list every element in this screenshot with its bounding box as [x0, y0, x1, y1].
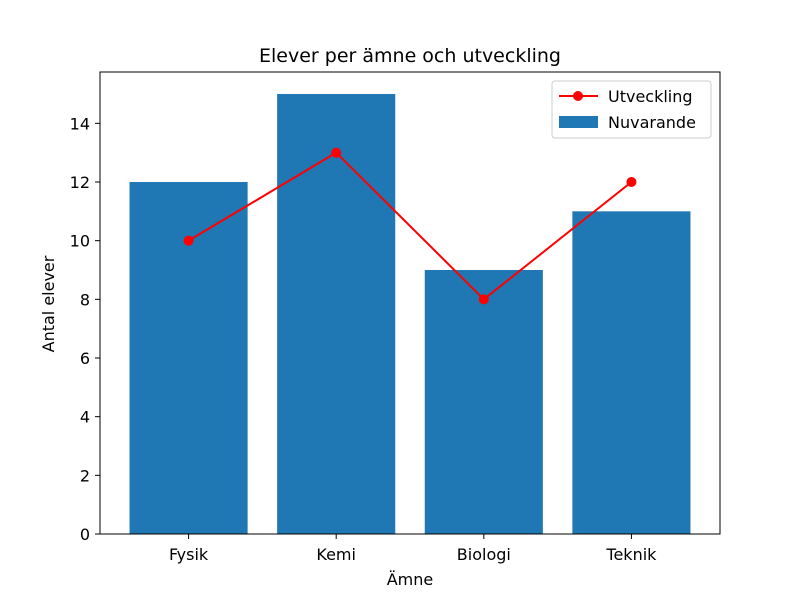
x-tick-label-biologi: Biologi: [457, 545, 511, 564]
legend-bar-label: Nuvarande: [608, 113, 696, 132]
legend-line-marker: [573, 91, 583, 101]
y-tick-label: 2: [80, 466, 90, 485]
y-tick-label: 10: [70, 232, 90, 251]
x-tick-label-fysik: Fysik: [169, 545, 209, 564]
bar-biologi: [424, 270, 543, 534]
y-tick-label: 14: [70, 114, 90, 133]
bar-kemi: [277, 94, 396, 534]
line-point-biologi: [478, 294, 489, 305]
x-tick-label-kemi: Kemi: [316, 545, 356, 564]
y-axis-label: Antal elever: [39, 255, 58, 352]
y-tick-label: 0: [80, 525, 90, 544]
line-point-fysik: [183, 235, 194, 246]
bar-fysik: [129, 182, 248, 534]
legend: Utveckling Nuvarande: [551, 80, 712, 139]
axes-layer: [99, 71, 721, 535]
line-layer: [183, 147, 637, 305]
bars-layer: [129, 94, 691, 535]
ticks-layer: 0 2 4 6 8 10 12 14 Fysik Kemi Biologi Teknik: [70, 114, 658, 564]
y-tick-label: 6: [80, 349, 90, 368]
line-point-teknik: [626, 177, 637, 187]
legend-line-label: Utveckling: [608, 87, 693, 106]
chart-title: Elever per ämne och utveckling: [259, 45, 561, 67]
line-point-kemi: [331, 147, 342, 158]
y-tick-label: 12: [70, 173, 90, 192]
x-axis-label: Ämne: [387, 570, 434, 589]
y-tick-label: 8: [80, 290, 90, 309]
y-tick-label: 4: [80, 408, 90, 427]
legend-bar-swatch: [559, 116, 598, 128]
plot-frame: [99, 71, 721, 535]
line-series-path: [188, 151, 633, 301]
bar-teknik: [572, 211, 691, 535]
x-tick-label-teknik: Teknik: [605, 545, 657, 564]
